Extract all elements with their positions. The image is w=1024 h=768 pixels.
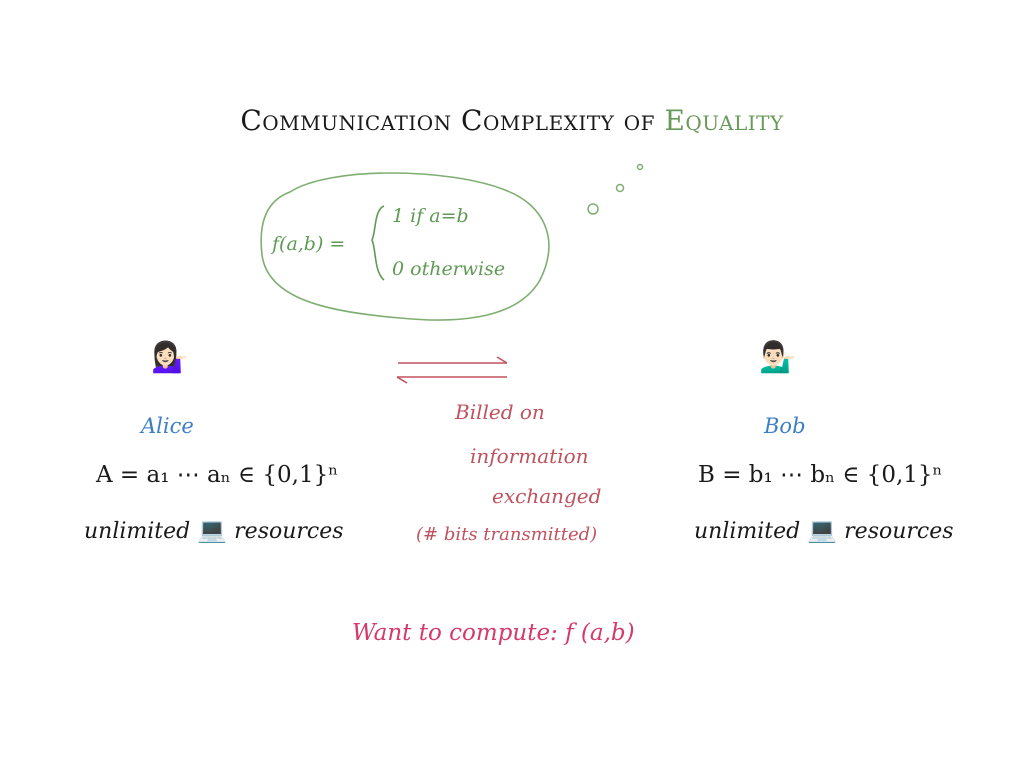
bob-resources-prefix: unlimited (694, 519, 801, 544)
alice-name: Alice (141, 414, 194, 438)
page-title: Communication Complexity of Equality (0, 104, 1024, 137)
billed-on-text: Billed on (455, 400, 545, 424)
person-tipping-hand-man-icon: 💁🏻‍♂️ (759, 340, 797, 375)
title-equality: Equality (664, 104, 784, 137)
person-tipping-hand-woman-icon: 💁🏻‍♀️ (151, 340, 189, 375)
bob-name: Bob (764, 414, 806, 438)
thought-dot-medium (615, 183, 625, 193)
alice-string: A = a₁ ⋯ aₙ ∈ {0,1}ⁿ (96, 462, 339, 488)
thought-dot-large (587, 203, 599, 215)
information-text: information (470, 444, 589, 468)
function-lhs: f(a,b) = (272, 233, 346, 255)
arrow-right-head (496, 356, 508, 364)
thought-bubble-outline (260, 172, 550, 321)
case-otherwise: 0 otherwise (392, 258, 506, 280)
case-one: 1 if a=b (392, 205, 469, 227)
bob-string: B = b₁ ⋯ bₙ ∈ {0,1}ⁿ (698, 462, 943, 488)
exchange-arrows (396, 356, 508, 384)
title-main: Communication Complexity of (240, 104, 656, 137)
goal-text: Want to compute: f (a,b) (352, 620, 635, 646)
alice-resources-prefix: unlimited (84, 519, 191, 544)
cases-brace (371, 205, 385, 281)
laptop-icon: 💻 (197, 516, 228, 544)
thought-dot-small (636, 163, 644, 171)
arrow-left-head (396, 376, 408, 384)
bob-resources: unlimited 💻 resources (694, 516, 954, 544)
laptop-icon: 💻 (807, 516, 838, 544)
alice-resources-suffix: resources (234, 519, 344, 544)
bob-resources-suffix: resources (844, 519, 954, 544)
bits-transmitted-text: (# bits transmitted) (416, 524, 598, 545)
alice-resources: unlimited 💻 resources (84, 516, 344, 544)
exchanged-text: exchanged (492, 484, 602, 508)
